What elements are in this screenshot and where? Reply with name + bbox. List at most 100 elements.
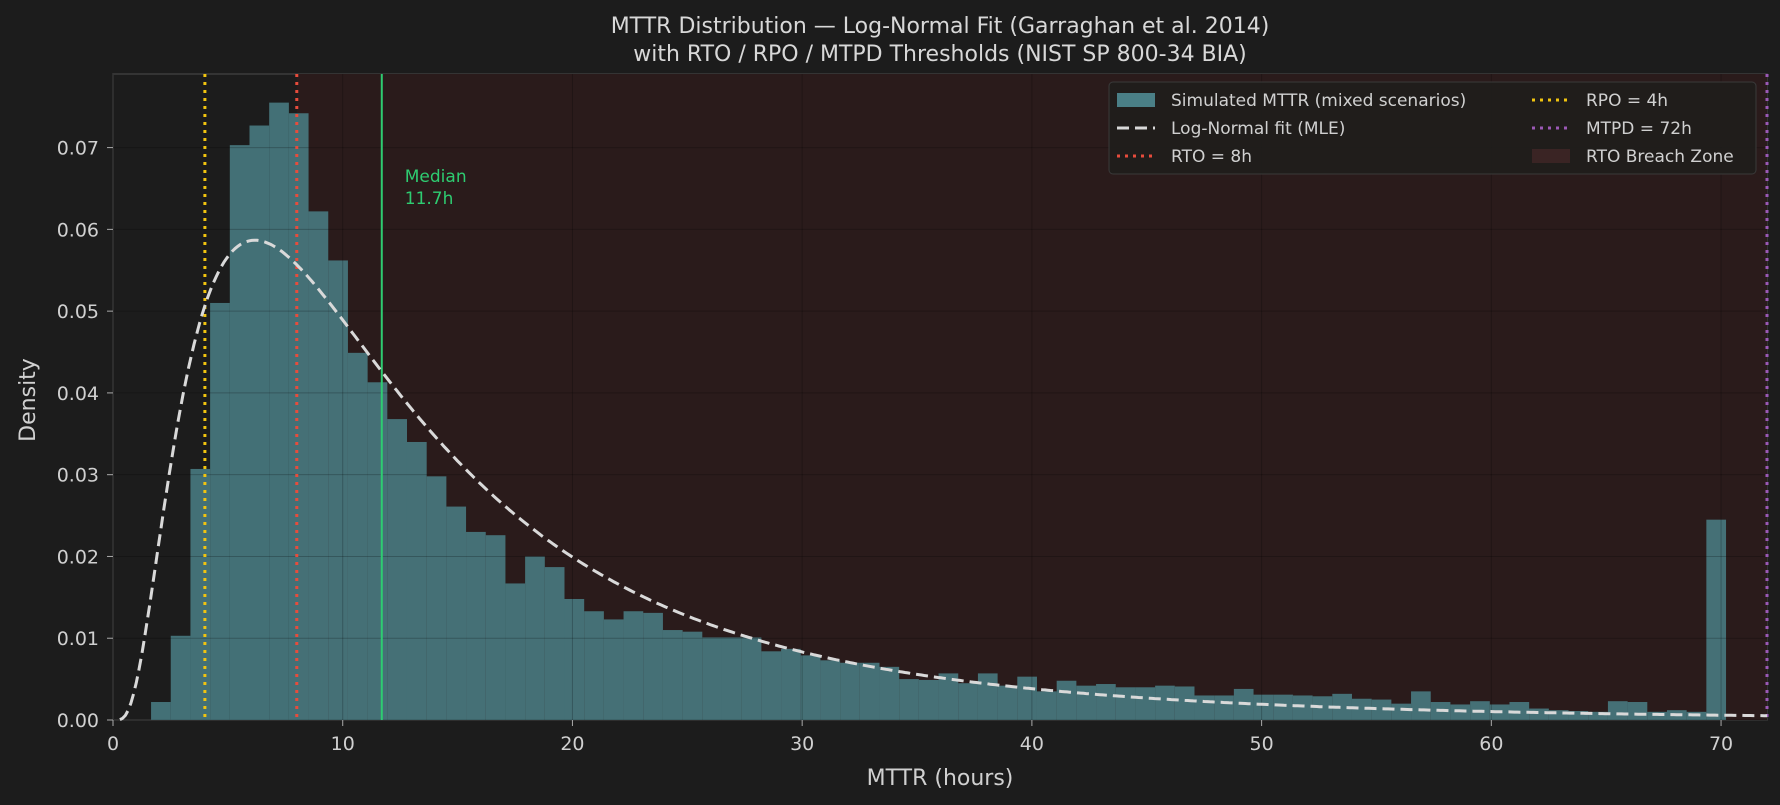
histogram-bar: [1391, 703, 1412, 720]
y-tick-label: 0.03: [57, 465, 99, 487]
histogram-bar: [820, 660, 841, 720]
legend-entry: RTO = 8h: [1171, 147, 1252, 167]
y-tick-label: 0.04: [57, 383, 99, 405]
histogram-bar: [249, 125, 270, 720]
median-label: Median: [405, 167, 467, 187]
legend-entry: RTO Breach Zone: [1586, 147, 1734, 167]
histogram-bar: [1056, 680, 1077, 720]
histogram-bar: [1548, 710, 1569, 720]
histogram-bar: [1155, 685, 1175, 720]
histogram-bar: [229, 145, 250, 720]
histogram-bar: [643, 612, 663, 720]
histogram-bar: [485, 535, 506, 720]
histogram-bar: [190, 468, 211, 720]
histogram-bar: [288, 113, 309, 721]
histogram-bar: [367, 382, 388, 720]
histogram-bar: [1706, 519, 1727, 720]
histogram-bar: [466, 531, 486, 720]
histogram-bar: [603, 619, 624, 720]
x-tick-label: 50: [1250, 733, 1274, 755]
histogram-bar: [564, 598, 585, 720]
chart-title: MTTR Distribution — Log-Normal Fit (Garr…: [611, 14, 1270, 39]
histogram-bar: [544, 567, 565, 720]
histogram-bar: [1607, 701, 1628, 720]
histogram-bar: [1627, 702, 1648, 720]
histogram-bar: [977, 673, 998, 720]
histogram-bar: [800, 655, 821, 720]
histogram-bar: [347, 352, 368, 720]
histogram-bar: [781, 648, 801, 720]
legend-entry: Simulated MTTR (mixed scenarios): [1171, 91, 1466, 111]
legend-entry: RPO = 4h: [1586, 91, 1668, 111]
lognormal-fit-line: [119, 238, 1767, 721]
histogram-bar: [662, 630, 683, 720]
y-tick-label: 0.06: [57, 219, 99, 241]
x-tick-label: 70: [1709, 733, 1733, 755]
histogram-bar: [1194, 695, 1215, 720]
histogram-bar: [938, 673, 959, 720]
histogram-bar: [1332, 693, 1352, 720]
histogram-bar: [387, 419, 407, 720]
histogram-bar: [1115, 687, 1136, 720]
x-tick-label: 0: [107, 733, 119, 755]
histogram-bar: [1273, 694, 1293, 720]
histogram-bar: [1647, 711, 1667, 720]
legend-entry: Log-Normal fit (MLE): [1171, 119, 1345, 139]
histogram-bar: [1351, 698, 1372, 720]
histogram-bar: [151, 702, 171, 720]
median-value-label: 11.7h: [405, 189, 454, 209]
histogram-bar: [879, 666, 900, 720]
legend-swatch-breach-zone: [1532, 149, 1570, 163]
histogram-bar: [1096, 684, 1116, 720]
histogram-bar: [170, 635, 191, 720]
histogram-bar: [840, 662, 860, 720]
histogram-bar: [1036, 691, 1057, 720]
histogram-bar: [210, 302, 230, 720]
histogram-bar: [1411, 691, 1431, 720]
histogram-bar: [623, 611, 644, 720]
histogram-bar: [1135, 687, 1156, 720]
histogram-bar: [1253, 694, 1274, 720]
histogram-bar: [918, 679, 939, 720]
histogram-bar: [702, 637, 722, 720]
histogram-bar: [741, 637, 762, 720]
histogram-bar: [899, 679, 919, 720]
x-tick-label: 30: [790, 733, 814, 755]
histogram-bar: [584, 611, 604, 720]
histogram-bar: [525, 556, 545, 720]
histogram-bar: [1017, 676, 1037, 720]
legend-swatch-histogram: [1117, 93, 1155, 107]
histogram-bar: [426, 476, 447, 720]
histogram-bar: [406, 441, 427, 720]
histogram-bar: [859, 662, 880, 720]
histogram-bar: [505, 583, 526, 720]
x-tick-label: 10: [331, 733, 355, 755]
y-tick-label: 0.00: [57, 710, 99, 732]
histogram-bar: [1214, 695, 1234, 720]
histogram-bar: [1371, 699, 1392, 720]
x-tick-label: 60: [1479, 733, 1503, 755]
histogram-bar: [308, 211, 329, 721]
legend: Simulated MTTR (mixed scenarios) Log-Norm…: [1108, 81, 1757, 175]
histogram-bar: [269, 102, 289, 721]
histogram-bar: [1568, 711, 1589, 720]
y-tick-label: 0.02: [57, 546, 99, 568]
histogram-bar: [1174, 686, 1195, 720]
histogram-bar: [446, 506, 467, 720]
histogram-bar: [721, 637, 742, 720]
histogram-bar: [1588, 711, 1608, 720]
histogram-bar: [1076, 685, 1097, 720]
histogram-bar: [328, 260, 348, 720]
legend-entry: MTPD = 72h: [1586, 119, 1692, 139]
legend-box: [1108, 81, 1757, 175]
x-axis-label: MTTR (hours): [867, 766, 1014, 791]
histogram-bar: [1529, 708, 1549, 720]
y-tick-label: 0.07: [57, 138, 99, 160]
y-tick-label: 0.01: [57, 628, 99, 650]
histogram-bar: [958, 683, 978, 720]
histogram-bar: [1292, 695, 1313, 720]
x-tick-label: 20: [560, 733, 584, 755]
chart-subtitle: with RTO / RPO / MTPD Thresholds (NIST S…: [633, 42, 1247, 67]
